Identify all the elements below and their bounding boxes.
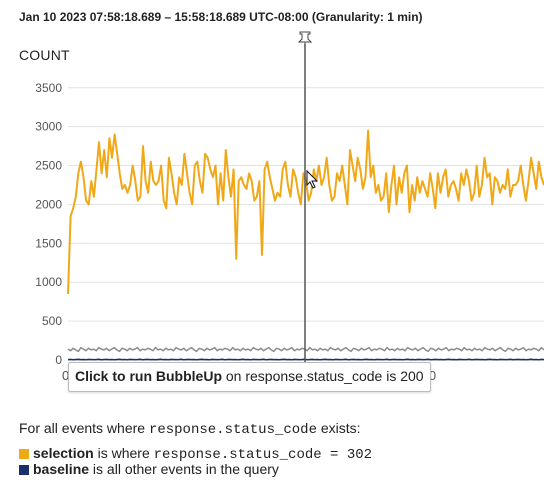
pin-icon[interactable] <box>297 31 313 46</box>
legend-baseline: baseline is all other events in the quer… <box>19 461 279 477</box>
y-tick-label: 2500 <box>35 159 62 173</box>
bubbleup-tooltip[interactable]: Click to run BubbleUp on response.status… <box>68 362 431 392</box>
baseline-swatch <box>19 465 29 475</box>
y-tick-label: 1000 <box>35 275 62 289</box>
baseline-label: baseline <box>33 461 90 477</box>
y-tick-label: 1500 <box>35 236 62 250</box>
y-tick-label: 2000 <box>35 197 62 211</box>
selection-series-line <box>67 129 544 294</box>
y-tick-label: 0 <box>55 353 62 367</box>
y-tick-label: 500 <box>42 314 62 328</box>
selection-swatch <box>19 449 29 459</box>
bubbleup-target: on response.status_code is 200 <box>222 368 424 384</box>
y-axis-label: COUNT <box>19 47 70 63</box>
gray-series-line <box>67 346 544 353</box>
pointer-cursor-icon <box>306 169 319 189</box>
selection-label: selection <box>33 445 94 461</box>
legend-selection: selection is where response.status_code … <box>19 445 372 463</box>
time-range-title: Jan 10 2023 07:58:18.689 – 15:58:18.689 … <box>19 10 423 24</box>
selection-code: response.status_code = 302 <box>153 447 373 463</box>
baseline-rest: is all other events in the query <box>89 461 279 477</box>
selection-mid: is where <box>93 445 154 461</box>
legend-intro-code: response.status_code <box>148 422 317 438</box>
legend-intro-prefix: For all events where <box>19 420 149 436</box>
y-tick-label: 3500 <box>35 81 62 95</box>
y-tick-label: 3000 <box>35 120 62 134</box>
legend-intro-suffix: exists: <box>316 420 361 436</box>
legend-intro: For all events where response.status_cod… <box>19 420 361 438</box>
bubbleup-action[interactable]: Click to run BubbleUp <box>75 368 222 384</box>
